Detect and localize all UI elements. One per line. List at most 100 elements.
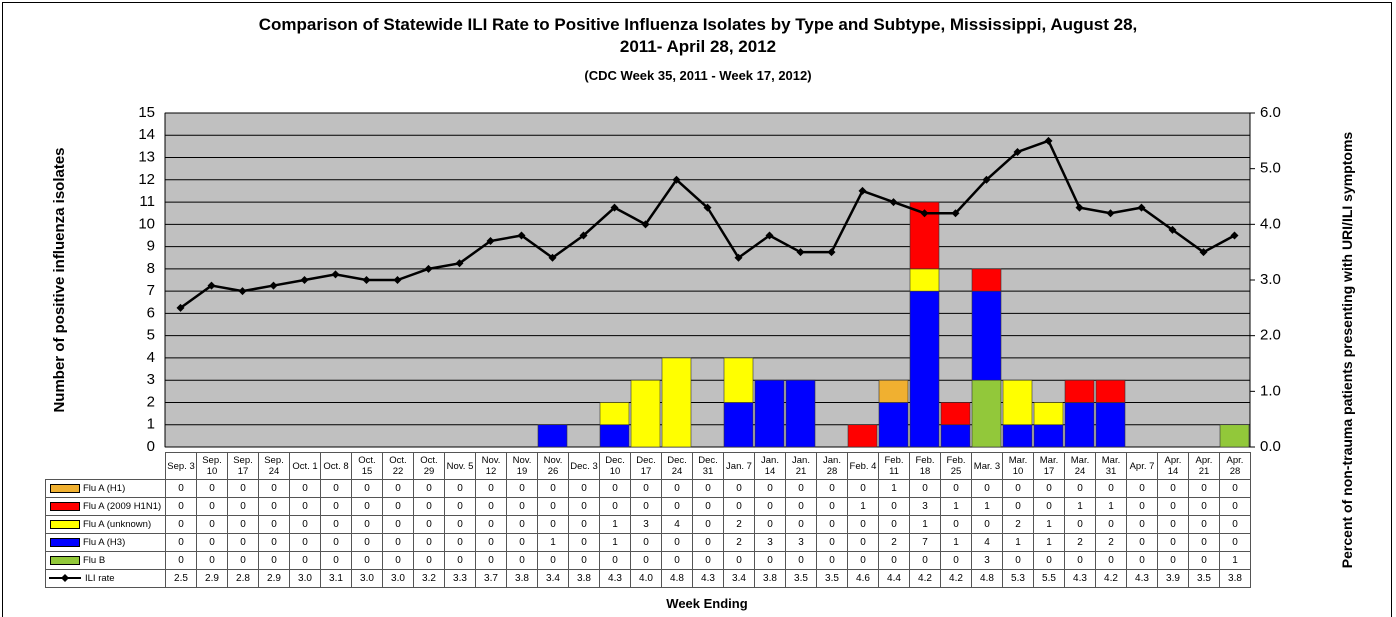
line-marker — [1106, 209, 1115, 218]
table-value: 0 — [506, 533, 538, 552]
table-value: 0 — [1126, 551, 1158, 570]
table-value: 0 — [444, 515, 476, 534]
x-tick-label: Dec. 17 — [630, 452, 662, 480]
x-tick-label: Oct. 29 — [413, 452, 445, 480]
bar — [878, 379, 909, 403]
x-tick-label: Sep. 24 — [258, 452, 290, 480]
table-value: 0 — [816, 479, 848, 498]
x-tick-label: Jan. 14 — [754, 452, 786, 480]
table-value: 0 — [413, 515, 445, 534]
table-value: 1 — [1002, 533, 1034, 552]
table-value: 4.3 — [1126, 569, 1158, 588]
bar — [1002, 424, 1033, 448]
table-value: 0 — [1219, 479, 1251, 498]
y2-tick-label: 3.0 — [1260, 271, 1281, 288]
x-tick-label: Oct. 8 — [320, 452, 352, 480]
table-value: 0 — [196, 497, 228, 516]
table-value: 0 — [568, 497, 600, 516]
y2-tick-label: 4.0 — [1260, 215, 1281, 232]
x-tick-label: Nov. 19 — [506, 452, 538, 480]
bar — [940, 402, 971, 426]
table-value: 0 — [1157, 551, 1189, 570]
table-value: 0 — [444, 497, 476, 516]
table-value: 1 — [599, 515, 631, 534]
y-tick-label: 6 — [147, 304, 155, 321]
table-value: 2.9 — [258, 569, 290, 588]
table-value: 0 — [1033, 497, 1065, 516]
table-value: 4.8 — [971, 569, 1003, 588]
table-value: 3 — [785, 533, 817, 552]
line-marker — [920, 209, 929, 218]
bar — [599, 424, 630, 448]
table-value: 1 — [909, 515, 941, 534]
table-value: 0 — [723, 479, 755, 498]
table-value: 0 — [816, 497, 848, 516]
table-value: 0 — [568, 479, 600, 498]
y2-tick-label: 6.0 — [1260, 104, 1281, 121]
table-value: 0 — [692, 479, 724, 498]
table-value: 0 — [475, 497, 507, 516]
line-marker — [207, 281, 216, 290]
bar — [1095, 402, 1126, 448]
bar — [940, 424, 971, 448]
x-tick-label: Mar. 17 — [1033, 452, 1065, 480]
line-marker — [455, 259, 464, 268]
table-value: 3.0 — [351, 569, 383, 588]
line-marker — [858, 186, 867, 195]
table-value: 1 — [599, 533, 631, 552]
line-marker — [827, 248, 836, 257]
table-value: 0 — [1219, 533, 1251, 552]
bar — [537, 424, 568, 448]
table-value: 7 — [909, 533, 941, 552]
table-value: 0 — [1188, 479, 1220, 498]
legend-entry: Flu A (H1) — [45, 479, 166, 498]
table-value: 3.5 — [785, 569, 817, 588]
legend-entry: Flu A (2009 H1N1) — [45, 497, 166, 516]
table-value: 4.3 — [1064, 569, 1096, 588]
y-tick-label: 4 — [147, 349, 155, 366]
table-value: 0 — [630, 551, 662, 570]
table-row: Flu A (unknown) 0 0 0 0 0 0 0 0 0 0 0 0 0 0 1 3 4 0 2 0 0 0 0 0 1… — [45, 515, 1251, 534]
x-tick-label: Apr. 7 — [1126, 452, 1158, 480]
legend-swatch — [50, 555, 80, 565]
table-value: 0 — [258, 515, 290, 534]
bar — [878, 402, 909, 448]
line-marker — [548, 253, 557, 262]
table-value: 0 — [382, 479, 414, 498]
table-value: 0 — [413, 497, 445, 516]
table-value: 0 — [599, 479, 631, 498]
table-value: 0 — [1064, 479, 1096, 498]
table-value: 0 — [537, 515, 569, 534]
table-value: 0 — [661, 551, 693, 570]
table-value: 2 — [1095, 533, 1127, 552]
table-value: 0 — [723, 551, 755, 570]
table-value: 0 — [1157, 497, 1189, 516]
table-value: 0 — [1002, 479, 1034, 498]
table-value: 0 — [1002, 497, 1034, 516]
x-tick-label: Dec. 3 — [568, 452, 600, 480]
bar — [630, 379, 661, 448]
x-tick-label: Dec. 24 — [661, 452, 693, 480]
table-value: 0 — [847, 515, 879, 534]
bar — [909, 290, 940, 448]
table-value: 0 — [909, 551, 941, 570]
table-value: 0 — [506, 515, 538, 534]
table-value: 0 — [754, 497, 786, 516]
table-value: 0 — [816, 515, 848, 534]
table-value: 1 — [1033, 533, 1065, 552]
table-value: 3 — [971, 551, 1003, 570]
table-value: 0 — [816, 533, 848, 552]
table-value: 0 — [692, 551, 724, 570]
table-value: 0 — [971, 515, 1003, 534]
table-value: 0 — [630, 479, 662, 498]
table-value: 0 — [320, 515, 352, 534]
table-row: ILI rate 2.5 2.9 2.8 2.9 3.0 3.1 3.0 3.0 3.2 3.3 3.… — [45, 569, 1251, 588]
table-value: 0 — [630, 497, 662, 516]
table-corner — [46, 453, 166, 480]
x-tick-label: Jan. 21 — [785, 452, 817, 480]
table-value: 0 — [661, 479, 693, 498]
table-value: 4 — [971, 533, 1003, 552]
table-value: 5.3 — [1002, 569, 1034, 588]
